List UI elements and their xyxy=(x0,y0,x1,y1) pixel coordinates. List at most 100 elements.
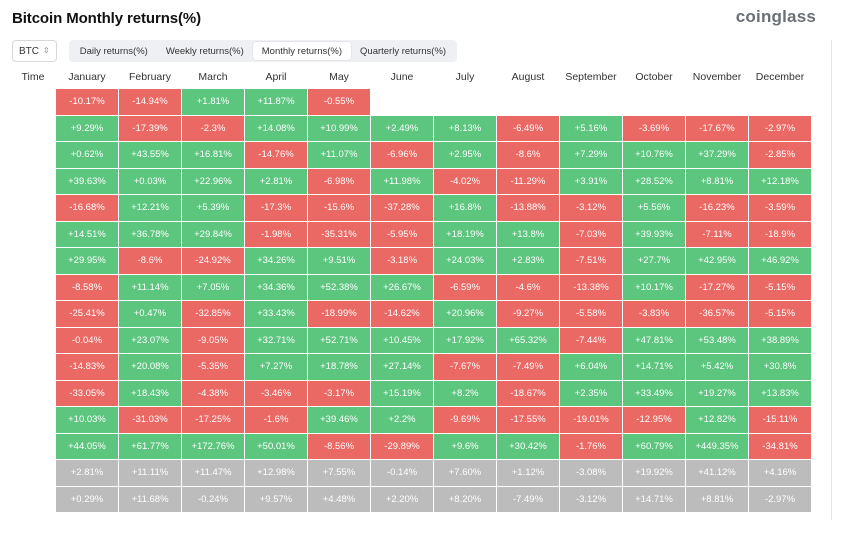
return-cell[interactable]: +9.6% xyxy=(434,433,496,459)
return-cell[interactable]: +42.95% xyxy=(686,248,748,274)
return-cell[interactable]: -14.94% xyxy=(119,89,181,115)
return-cell[interactable]: +11.87% xyxy=(245,89,307,115)
return-cell[interactable]: -11.29% xyxy=(497,168,559,194)
return-cell[interactable]: +46.92% xyxy=(749,248,811,274)
return-cell[interactable]: -35.31% xyxy=(308,221,370,247)
return-cell[interactable]: -24.92% xyxy=(182,248,244,274)
return-cell[interactable]: -3.69% xyxy=(623,115,685,141)
return-cell[interactable]: -7.49% xyxy=(497,354,559,380)
return-cell[interactable]: -31.03% xyxy=(119,407,181,433)
return-cell[interactable]: -3.18% xyxy=(371,248,433,274)
return-cell[interactable]: -1.6% xyxy=(245,407,307,433)
return-cell[interactable]: -8.6% xyxy=(497,142,559,168)
return-cell[interactable]: +14.51% xyxy=(56,221,118,247)
return-cell[interactable]: -3.46% xyxy=(245,380,307,406)
return-cell[interactable]: -7.51% xyxy=(560,248,622,274)
return-cell[interactable]: +27.14% xyxy=(371,354,433,380)
return-cell[interactable]: -0.04% xyxy=(56,327,118,353)
return-cell[interactable]: +23.07% xyxy=(119,327,181,353)
return-cell[interactable]: +5.56% xyxy=(623,195,685,221)
return-cell[interactable]: +3.91% xyxy=(560,168,622,194)
return-cell[interactable]: +39.46% xyxy=(308,407,370,433)
return-cell[interactable]: +6.04% xyxy=(560,354,622,380)
return-cell[interactable]: +10.03% xyxy=(56,407,118,433)
return-cell[interactable]: -6.59% xyxy=(434,274,496,300)
return-cell[interactable]: -5.58% xyxy=(560,301,622,327)
return-cell[interactable]: -6.98% xyxy=(308,168,370,194)
return-cell[interactable]: +24.03% xyxy=(434,248,496,274)
return-cell[interactable]: -4.6% xyxy=(497,274,559,300)
return-cell[interactable]: +38.89% xyxy=(749,327,811,353)
return-cell[interactable]: -29.89% xyxy=(371,433,433,459)
return-cell[interactable]: +34.36% xyxy=(245,274,307,300)
return-cell[interactable]: +52.38% xyxy=(308,274,370,300)
return-cell[interactable]: +47.81% xyxy=(623,327,685,353)
return-cell[interactable]: +30.42% xyxy=(497,433,559,459)
return-cell[interactable]: -7.11% xyxy=(686,221,748,247)
return-cell[interactable]: +18.78% xyxy=(308,354,370,380)
return-cell[interactable]: -0.55% xyxy=(308,89,370,115)
return-cell[interactable]: -3.83% xyxy=(623,301,685,327)
return-cell[interactable]: -25.41% xyxy=(56,301,118,327)
return-cell[interactable]: +52.71% xyxy=(308,327,370,353)
return-cell[interactable]: -1.98% xyxy=(245,221,307,247)
return-cell[interactable]: +53.48% xyxy=(686,327,748,353)
return-cell[interactable]: +10.76% xyxy=(623,142,685,168)
return-cell[interactable]: -5.15% xyxy=(749,301,811,327)
return-cell[interactable]: -10.17% xyxy=(56,89,118,115)
tab-monthly-returns[interactable]: Monthly returns(%) xyxy=(252,42,352,60)
return-cell[interactable]: -17.25% xyxy=(182,407,244,433)
return-cell[interactable]: +50.01% xyxy=(245,433,307,459)
return-cell[interactable]: +2.35% xyxy=(560,380,622,406)
return-cell[interactable]: -12.95% xyxy=(623,407,685,433)
return-cell[interactable]: +2.81% xyxy=(245,168,307,194)
return-cell[interactable]: -3.12% xyxy=(560,486,622,512)
return-cell[interactable]: +0.29% xyxy=(56,486,118,512)
return-cell[interactable]: -9.05% xyxy=(182,327,244,353)
return-cell[interactable]: +2.81% xyxy=(56,460,118,486)
return-cell[interactable]: +44.05% xyxy=(56,433,118,459)
return-cell[interactable]: +7.55% xyxy=(308,460,370,486)
return-cell[interactable]: +27.7% xyxy=(623,248,685,274)
return-cell[interactable]: -6.96% xyxy=(371,142,433,168)
return-cell[interactable]: -5.35% xyxy=(182,354,244,380)
return-cell[interactable]: -7.67% xyxy=(434,354,496,380)
return-cell[interactable]: -8.56% xyxy=(308,433,370,459)
return-cell[interactable]: +12.98% xyxy=(245,460,307,486)
return-cell[interactable]: +8.81% xyxy=(686,486,748,512)
return-cell[interactable]: +14.71% xyxy=(623,354,685,380)
return-cell[interactable]: +16.81% xyxy=(182,142,244,168)
return-cell[interactable]: +13.8% xyxy=(497,221,559,247)
return-cell[interactable]: +41.12% xyxy=(686,460,748,486)
return-cell[interactable]: -0.24% xyxy=(182,486,244,512)
return-cell[interactable]: -3.59% xyxy=(749,195,811,221)
return-cell[interactable]: -0.14% xyxy=(371,460,433,486)
return-cell[interactable]: +1.12% xyxy=(497,460,559,486)
return-cell[interactable]: +20.96% xyxy=(434,301,496,327)
return-cell[interactable]: -18.67% xyxy=(497,380,559,406)
return-cell[interactable]: +172.76% xyxy=(182,433,244,459)
return-cell[interactable]: -7.03% xyxy=(560,221,622,247)
return-cell[interactable]: +33.43% xyxy=(245,301,307,327)
return-cell[interactable]: +5.42% xyxy=(686,354,748,380)
return-cell[interactable]: -2.85% xyxy=(749,142,811,168)
return-cell[interactable]: +2.83% xyxy=(497,248,559,274)
return-cell[interactable]: -18.99% xyxy=(308,301,370,327)
return-cell[interactable]: -17.39% xyxy=(119,115,181,141)
return-cell[interactable]: -4.02% xyxy=(434,168,496,194)
return-cell[interactable]: -8.58% xyxy=(56,274,118,300)
return-cell[interactable]: +18.43% xyxy=(119,380,181,406)
return-cell[interactable]: +34.26% xyxy=(245,248,307,274)
return-cell[interactable]: -18.9% xyxy=(749,221,811,247)
return-cell[interactable]: -3.12% xyxy=(560,195,622,221)
return-cell[interactable]: -4.38% xyxy=(182,380,244,406)
return-cell[interactable]: -32.85% xyxy=(182,301,244,327)
return-cell[interactable]: +29.84% xyxy=(182,221,244,247)
return-cell[interactable]: +8.20% xyxy=(434,486,496,512)
return-cell[interactable]: +20.08% xyxy=(119,354,181,380)
return-cell[interactable]: +11.47% xyxy=(182,460,244,486)
return-cell[interactable]: +13.83% xyxy=(749,380,811,406)
return-cell[interactable]: +29.95% xyxy=(56,248,118,274)
return-cell[interactable]: +39.63% xyxy=(56,168,118,194)
return-cell[interactable]: -5.15% xyxy=(749,274,811,300)
